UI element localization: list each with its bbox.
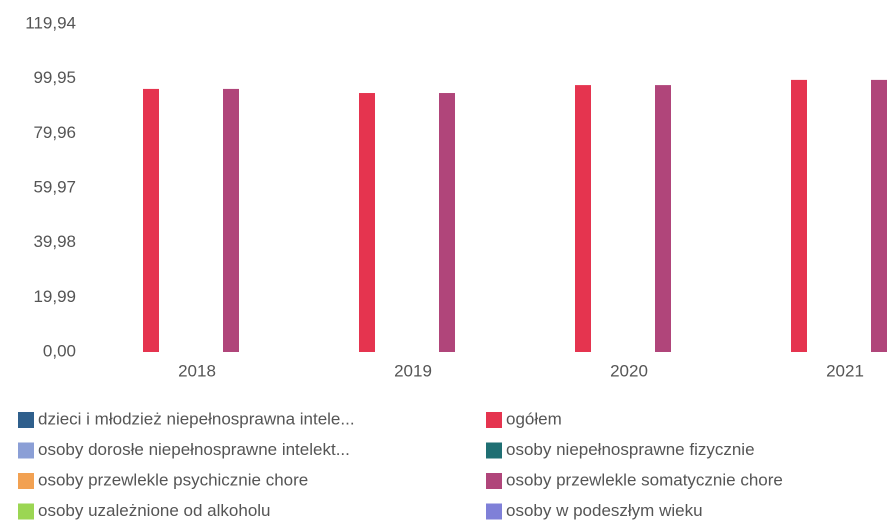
x-tick-label: 2021 — [826, 361, 864, 380]
legend-label: dzieci i młodzież niepełnosprawna intele… — [38, 409, 355, 428]
y-tick-label: 39,98 — [33, 232, 76, 251]
y-tick-label: 19,99 — [33, 287, 76, 306]
bar — [359, 93, 375, 353]
legend-swatch — [486, 473, 502, 489]
bar — [143, 88, 159, 353]
y-tick-label: 0,00 — [43, 341, 76, 360]
legend-label: ogółem — [506, 409, 562, 428]
bar — [575, 85, 591, 353]
legend-swatch — [486, 442, 502, 459]
legend-swatch — [18, 503, 34, 520]
legend-label: osoby uzależnione od alkoholu — [38, 501, 271, 520]
legend-label: osoby niepełnosprawne fizycznie — [506, 440, 755, 459]
x-tick-label: 2019 — [394, 361, 432, 380]
bar — [223, 88, 239, 353]
bar — [655, 85, 671, 353]
legend-label: osoby dorosłe niepełnosprawne intelekt..… — [38, 440, 350, 459]
bar — [791, 79, 807, 353]
x-tick-label: 2020 — [610, 361, 648, 380]
y-tick-label: 79,96 — [33, 123, 76, 142]
y-tick-label: 99,95 — [33, 68, 76, 87]
x-tick-label: 2018 — [178, 361, 216, 380]
legend-swatch — [486, 412, 502, 428]
legend-label: osoby przewlekle somatycznie chore — [506, 470, 783, 489]
y-tick-label: 119,94 — [25, 13, 76, 32]
legend-swatch — [486, 503, 502, 520]
legend-label: osoby przewlekle psychicznie chore — [38, 470, 308, 489]
y-tick-label: 59,97 — [33, 177, 76, 196]
bar — [439, 93, 455, 353]
legend-swatch — [18, 412, 34, 428]
legend-swatch — [18, 473, 34, 489]
legend-swatch — [18, 442, 34, 459]
legend-label: osoby w podeszłym wieku — [506, 501, 703, 520]
bar — [871, 79, 887, 353]
